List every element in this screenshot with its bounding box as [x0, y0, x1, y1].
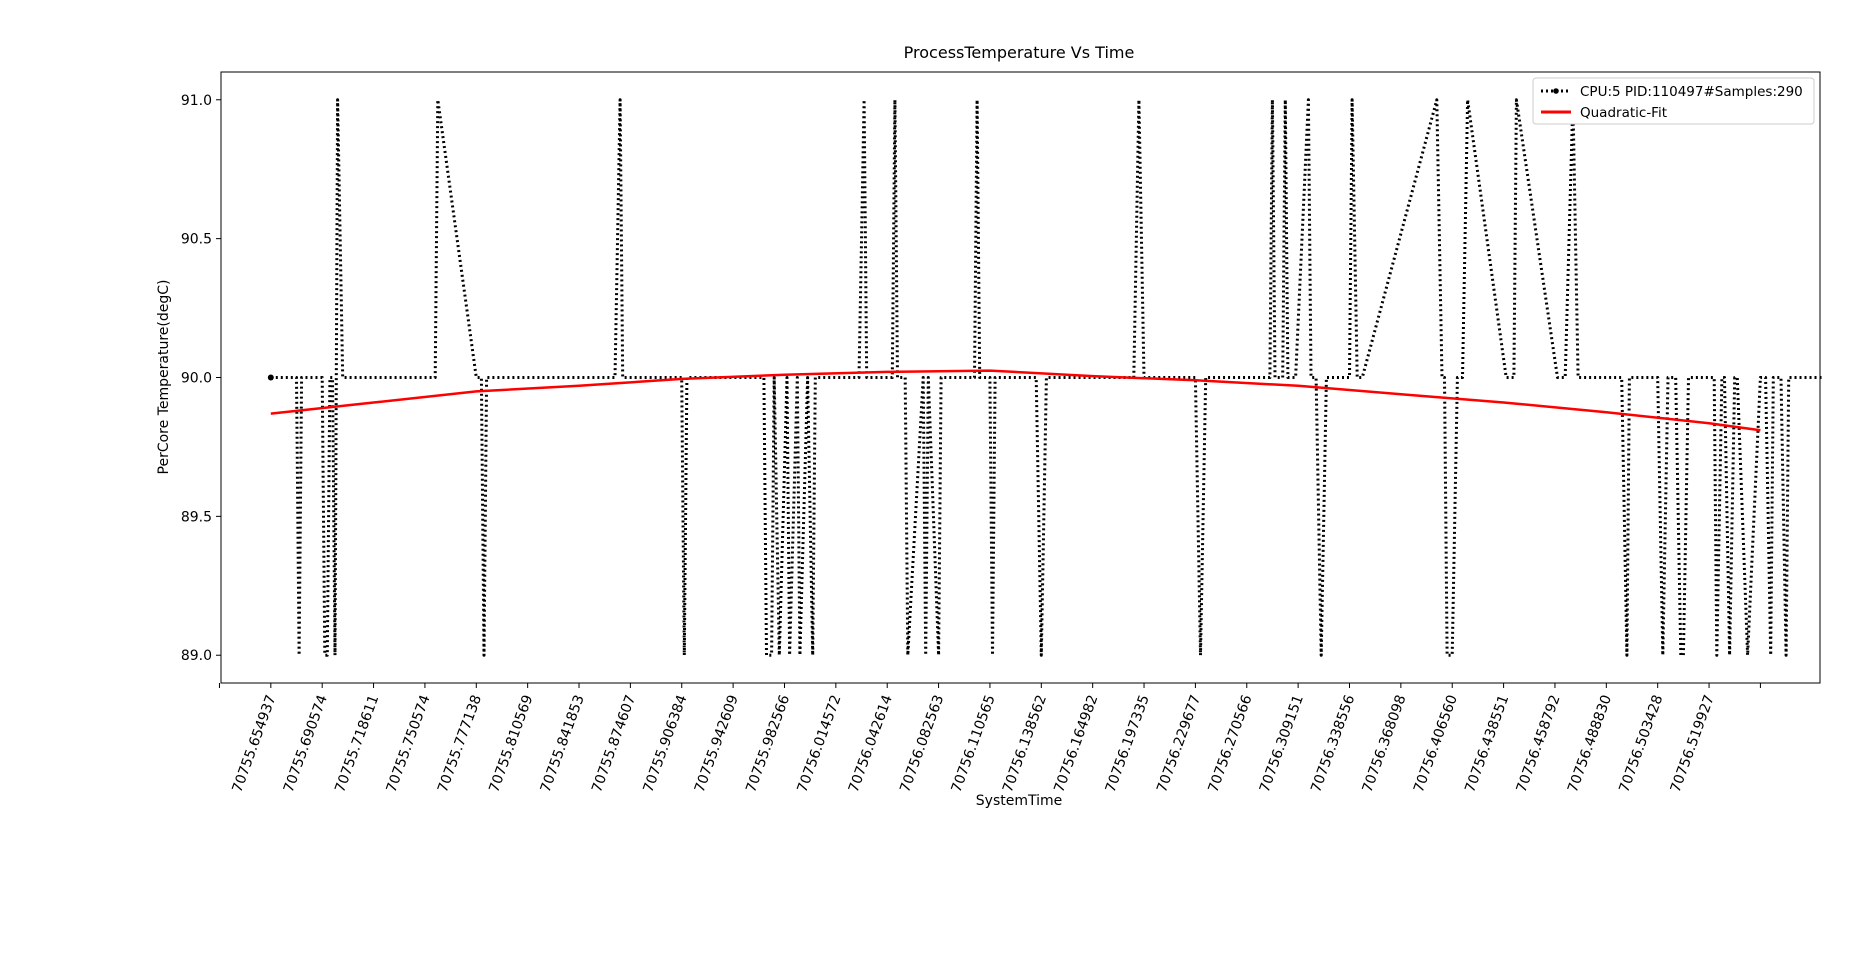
x-tick-label: 70755.810569 [486, 693, 536, 795]
y-tick-label: 90.0 [181, 371, 212, 387]
x-tick-label: 70755.841853 [538, 693, 588, 795]
y-axis: 89.0 89.5 90.0 90.5 91.0 [181, 93, 221, 664]
x-tick-label: 70756.138562 [1000, 693, 1050, 795]
legend-box [1532, 77, 1815, 125]
x-tick-label: 70756.458792 [1514, 693, 1564, 795]
y-tick-label: 89.0 [181, 648, 212, 664]
legend-label-series-1: Quadratic-Fit [1580, 105, 1667, 121]
series-start-marker [267, 374, 274, 381]
legend: CPU:5 PID:110497#Samples:290 Quadratic-F… [1532, 77, 1815, 125]
cpu-temperature-line [270, 98, 1823, 657]
x-tick-label: 70756.368098 [1360, 693, 1410, 795]
x-tick-label: 70756.309151 [1257, 693, 1307, 795]
y-axis-label: PerCore Temperature(degC) [156, 280, 172, 475]
legend-label-series-0: CPU:5 PID:110497#Samples:290 [1580, 84, 1803, 100]
x-tick-label: 70755.874607 [589, 693, 639, 795]
y-tick-label: 89.5 [181, 509, 212, 525]
x-tick-label: 70756.110565 [949, 693, 999, 795]
x-tick-label: 70755.718611 [332, 693, 382, 795]
x-tick-label: 70755.690574 [281, 693, 331, 795]
x-tick-label: 70756.338556 [1308, 693, 1358, 795]
x-tick-label: 70756.082563 [897, 693, 947, 795]
quadratic-fit-line [270, 369, 1761, 432]
x-tick-label: 70756.438551 [1462, 693, 1512, 795]
x-tick-label: 70756.519927 [1668, 693, 1718, 795]
y-tick-label: 91.0 [181, 93, 212, 109]
x-tick-label: 70756.014572 [795, 693, 845, 795]
series-layer [267, 98, 1823, 657]
x-tick-label: 70756.164982 [1051, 693, 1101, 795]
x-axis-label: SystemTime [976, 793, 1062, 809]
y-tick-label: 90.5 [181, 232, 212, 248]
x-tick-label: 70756.270566 [1205, 693, 1255, 795]
x-tick-label: 70756.503428 [1616, 693, 1666, 795]
x-tick-label: 70756.488830 [1565, 693, 1615, 795]
x-tick-label: 70755.750574 [384, 693, 434, 795]
x-tick-label: 70756.197335 [1103, 693, 1153, 795]
x-axis: 70755.654937 70755.690574 70755.718611 7075… [218, 683, 1761, 795]
x-tick-label: 70756.406560 [1411, 693, 1461, 795]
x-tick-label: 70755.906384 [640, 693, 690, 795]
x-tick-label: 70755.777138 [435, 693, 485, 795]
x-tick-label: 70756.229677 [1154, 693, 1204, 795]
legend-marker-series-0 [1553, 88, 1559, 94]
x-tick-label: 70756.042614 [846, 693, 896, 795]
x-tick-label: 70755.982566 [743, 693, 793, 795]
chart-title: ProcessTemperature Vs Time [904, 43, 1135, 62]
x-tick-label: 70755.654937 [230, 693, 280, 795]
x-tick-label: 70755.942609 [692, 693, 742, 795]
